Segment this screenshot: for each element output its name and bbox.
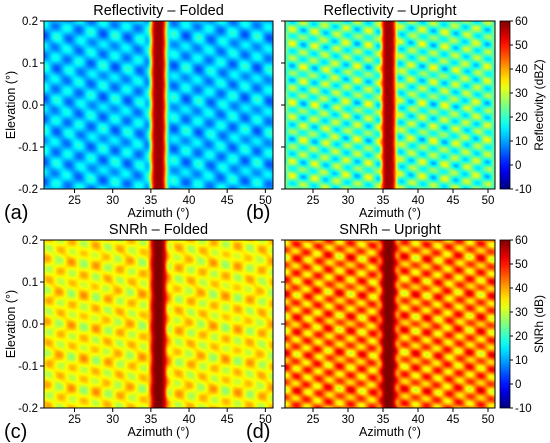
x-tick-label: 35 xyxy=(377,414,390,426)
y-axis-label: Elevation (°) xyxy=(4,290,18,358)
x-axis-label: Azimuth (°) xyxy=(128,206,190,220)
colorbar-tick-label: 50 xyxy=(515,40,528,52)
colorbar-tick-label: 20 xyxy=(515,331,528,343)
heatmap-image xyxy=(44,21,273,189)
y-tick-label: 0.1 xyxy=(22,277,38,289)
colorbar-ramp xyxy=(499,20,511,190)
x-tick-label: 40 xyxy=(412,414,425,426)
y-tick-label: -0.2 xyxy=(18,403,38,415)
y-tick-label: 0.0 xyxy=(22,100,38,112)
panel-title: Reflectivity – Folded xyxy=(93,3,224,19)
y-tick-label: 0.0 xyxy=(22,319,38,331)
colorbar-tick-label: -10 xyxy=(515,403,532,415)
x-tick-label: 30 xyxy=(106,414,119,426)
panel-1 xyxy=(40,20,274,193)
colorbar-tick-label: -10 xyxy=(515,184,532,196)
panel-letter: (c) xyxy=(4,421,27,443)
x-tick-label: 25 xyxy=(68,195,81,207)
x-tick-label: 45 xyxy=(447,414,460,426)
colorbar-tick-label: 30 xyxy=(515,307,528,319)
x-tick-label: 35 xyxy=(144,195,157,207)
x-axis-label: Azimuth (°) xyxy=(359,425,421,439)
panel-3 xyxy=(40,239,274,412)
x-tick-label: 45 xyxy=(447,195,460,207)
panel-title: SNRh – Upright xyxy=(339,222,441,238)
colorbar-tick-label: 60 xyxy=(515,16,528,28)
x-tick-label: 50 xyxy=(259,195,272,207)
heatmap-image xyxy=(44,240,273,408)
panel-2 xyxy=(281,20,513,193)
x-tick-label: 40 xyxy=(183,414,196,426)
panel-letter: (a) xyxy=(4,202,28,224)
x-tick-label: 25 xyxy=(68,414,81,426)
panel-letter: (b) xyxy=(246,202,270,224)
panel-title: SNRh – Folded xyxy=(109,222,208,238)
x-tick-label: 30 xyxy=(342,195,355,207)
x-tick-label: 50 xyxy=(482,195,495,207)
colorbar-tick-label: 0 xyxy=(515,160,521,172)
y-tick-label: -0.2 xyxy=(18,184,38,196)
x-axis-label: Azimuth (°) xyxy=(128,425,190,439)
y-tick-label: -0.1 xyxy=(18,361,38,373)
x-tick-label: 35 xyxy=(377,195,390,207)
colorbar-label: SNRh (dB) xyxy=(532,295,546,353)
colorbar xyxy=(499,20,513,190)
colorbar-tick-label: 40 xyxy=(515,64,528,76)
colorbar-tick-label: 50 xyxy=(515,259,528,271)
colorbar-tick-label: 30 xyxy=(515,88,528,100)
x-tick-label: 30 xyxy=(106,195,119,207)
colorbar-tick-label: 20 xyxy=(515,112,528,124)
x-tick-label: 50 xyxy=(482,414,495,426)
colorbar-tick-label: 0 xyxy=(515,379,521,391)
x-tick-label: 50 xyxy=(259,414,272,426)
y-tick-label: -0.1 xyxy=(18,142,38,154)
x-tick-label: 40 xyxy=(412,195,425,207)
x-tick-label: 25 xyxy=(307,195,320,207)
panel-letter: (d) xyxy=(246,421,270,443)
heatmap-image xyxy=(285,240,495,408)
x-tick-label: 30 xyxy=(342,414,355,426)
colorbar-ramp xyxy=(499,239,511,409)
y-tick-label: 0.2 xyxy=(22,235,38,247)
panel-title: Reflectivity – Upright xyxy=(324,3,457,19)
colorbar-tick-label: 40 xyxy=(515,283,528,295)
x-tick-label: 35 xyxy=(144,414,157,426)
colorbar-label: Reflectivity (dBZ) xyxy=(532,59,546,150)
x-tick-label: 40 xyxy=(183,195,196,207)
colorbar-tick-label: 60 xyxy=(515,235,528,247)
y-tick-label: 0.2 xyxy=(22,16,38,28)
colorbar-tick-label: 10 xyxy=(515,355,528,367)
x-axis-label: Azimuth (°) xyxy=(359,206,421,220)
x-tick-label: 45 xyxy=(221,195,234,207)
panel-4 xyxy=(281,239,513,412)
colorbar xyxy=(499,239,513,409)
y-axis-label: Elevation (°) xyxy=(4,71,18,139)
colorbar-tick-label: 10 xyxy=(515,136,528,148)
y-tick-label: 0.1 xyxy=(22,58,38,70)
x-tick-label: 25 xyxy=(307,414,320,426)
heatmap-image xyxy=(285,21,495,189)
x-tick-label: 45 xyxy=(221,414,234,426)
